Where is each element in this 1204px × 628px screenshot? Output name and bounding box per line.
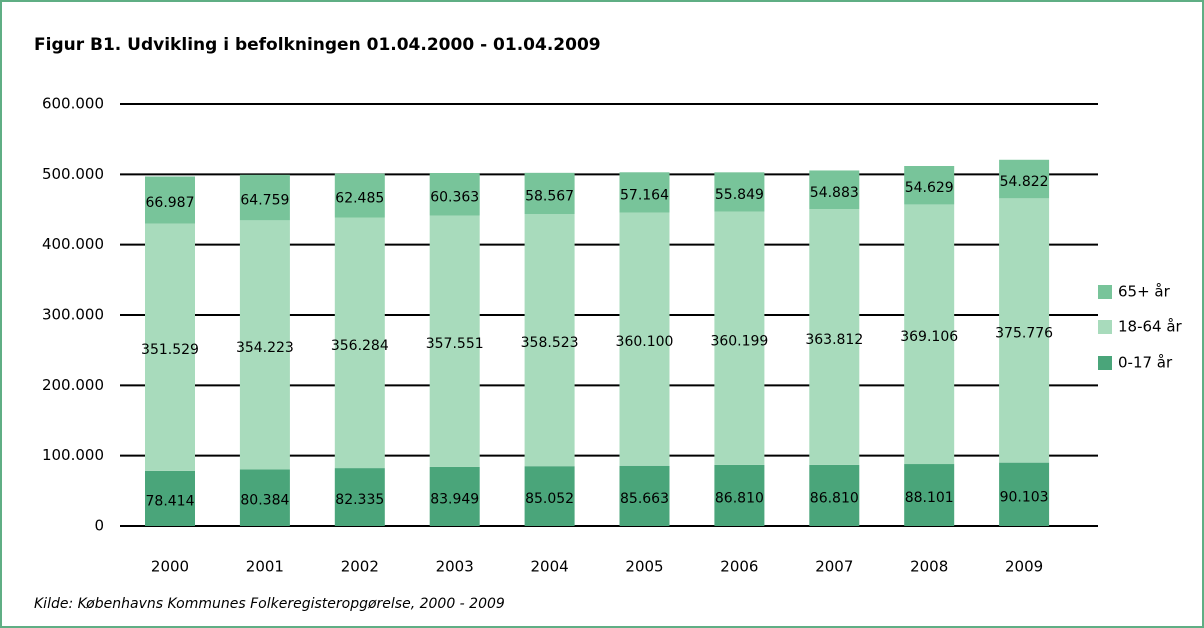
data-label: 85.052 [525,491,574,507]
bar-segment [524,466,575,526]
data-label: 354.223 [236,340,294,356]
bar-segment [714,172,765,212]
bar-segment [714,464,765,526]
data-label: 82.335 [335,492,384,508]
bar-segment [145,223,195,471]
bar-segment [809,209,860,465]
bar-segment [429,173,480,216]
bar-segment [334,173,385,218]
data-label: 369.106 [900,329,958,345]
x-tick-label: 2001 [246,558,284,576]
data-label: 64.759 [240,193,289,209]
bar-segment [714,211,765,465]
data-label: 88.101 [905,490,954,506]
bar-segment [145,470,195,526]
data-label: 357.551 [426,336,484,352]
legend-label: 0-17 år [1118,354,1173,372]
bar-segment [809,464,860,526]
bar-segment [809,170,860,210]
legend-swatch [1098,356,1112,370]
bar-segment [145,176,195,224]
legend-swatch [1098,320,1112,334]
y-tick-label: 0 [94,517,104,535]
data-label: 55.849 [715,187,764,203]
bar-segment [904,204,955,465]
legend-swatch [1098,285,1112,299]
data-label: 356.284 [331,338,389,354]
data-label: 351.529 [141,342,199,358]
x-tick-label: 2000 [151,558,189,576]
x-tick-label: 2002 [341,558,379,576]
data-label: 66.987 [146,195,195,211]
bar-segment [239,469,290,526]
bar-segment [334,217,385,469]
data-label: 360.100 [616,334,674,350]
bar-segment [999,462,1050,526]
x-tick-label: 2006 [720,558,758,576]
bar-segment [619,212,670,466]
chart-title: Figur B1. Udvikling i befolkningen 01.04… [34,35,601,55]
y-tick-label: 200.000 [42,376,104,394]
bar-segment [619,465,670,526]
bar-segment [904,464,955,526]
x-tick-label: 2007 [815,558,853,576]
data-label: 90.103 [1000,489,1049,505]
data-label: 80.384 [240,493,289,509]
y-tick-label: 400.000 [42,235,104,253]
legend-label: 18-64 år [1118,318,1183,336]
x-tick-label: 2009 [1005,558,1043,576]
bar-segment [524,172,575,215]
data-label: 83.949 [430,491,479,507]
data-label: 85.663 [620,491,669,507]
bar-segment [999,198,1050,463]
data-label: 363.812 [805,332,863,348]
data-label: 375.776 [995,325,1053,341]
data-label: 358.523 [521,335,579,351]
y-tick-label: 100.000 [42,446,104,464]
bar-segment [334,468,385,526]
data-label: 86.810 [810,490,859,506]
data-label: 57.164 [620,187,669,203]
data-label: 60.363 [430,189,479,205]
data-label: 78.414 [146,493,195,509]
source: Kilde: Københavns Kommunes Folkeregister… [34,596,505,612]
bar-segment [999,159,1050,199]
bar-segment [904,166,955,205]
x-tick-label: 2004 [531,558,569,576]
y-tick-label: 600.000 [42,95,104,113]
legend-label: 65+ år [1118,283,1171,301]
x-tick-label: 2008 [910,558,948,576]
data-label: 54.629 [905,180,954,196]
bar-segment [524,214,575,467]
bar-segment [429,215,480,467]
data-label: 62.485 [335,191,384,207]
bar-segment [239,220,290,470]
y-tick-label: 500.000 [42,165,104,183]
bar-segment [619,172,670,213]
data-label: 58.567 [525,188,574,204]
data-label: 360.199 [710,333,768,349]
bar-segment [429,466,480,526]
y-tick-label: 300.000 [42,306,104,324]
data-label: 54.822 [1000,174,1049,190]
bar-segment [239,174,290,221]
x-tick-label: 2005 [625,558,663,576]
data-label: 54.883 [810,185,859,201]
data-label: 86.810 [715,490,764,506]
x-tick-label: 2003 [436,558,474,576]
